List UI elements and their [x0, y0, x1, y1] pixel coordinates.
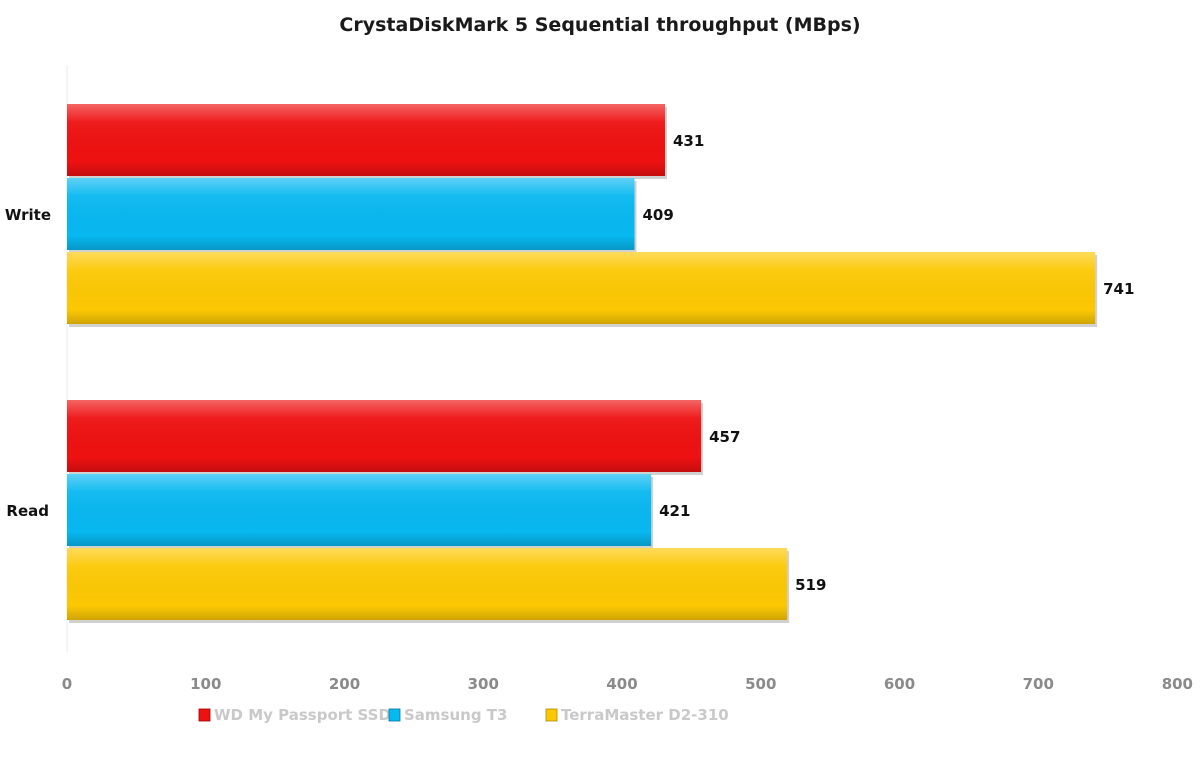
- x-tick-label-400: 400: [606, 675, 637, 693]
- data-label-write-terramaster-d2-310: 741: [1103, 280, 1134, 298]
- category-label-read: Read: [6, 502, 49, 520]
- bar-gloss-read-wd-my-passport-ssd: [67, 400, 702, 472]
- x-tick-label-0: 0: [62, 675, 72, 693]
- legend-item-wd-my-passport-ssd: WD My Passport SSD: [198, 706, 391, 724]
- x-tick-label-200: 200: [329, 675, 360, 693]
- data-label-write-wd-my-passport-ssd: 431: [673, 132, 704, 150]
- bar-gloss-read-terramaster-d2-310: [67, 548, 788, 620]
- category-labels: Write Read: [5, 206, 51, 520]
- data-label-read-terramaster-d2-310: 519: [795, 576, 826, 594]
- data-label-write-samsung-t3: 409: [642, 206, 673, 224]
- legend-label-terramaster-d2-310: TerraMaster D2-310: [561, 706, 729, 724]
- x-axis-tick-labels: 0 100 200 300 400 500 600 700 800: [62, 675, 1193, 693]
- data-labels-group: 431 409 741 457 421 519: [642, 132, 1134, 594]
- legend-label-samsung-t3: Samsung T3: [404, 706, 507, 724]
- x-tick-label-800: 800: [1162, 675, 1193, 693]
- bars-group: [67, 104, 1098, 623]
- legend-swatch-wd-my-passport-ssd: [198, 708, 211, 722]
- bar-gloss-write-wd-my-passport-ssd: [67, 104, 666, 176]
- legend-item-samsung-t3: Samsung T3: [388, 706, 507, 724]
- x-tick-label-700: 700: [1023, 675, 1054, 693]
- category-label-write: Write: [5, 206, 51, 224]
- bar-gloss-write-samsung-t3: [67, 178, 635, 250]
- x-tick-label-100: 100: [190, 675, 221, 693]
- x-tick-label-500: 500: [745, 675, 776, 693]
- legend: WD My Passport SSD Samsung T3 TerraMaste…: [198, 706, 729, 724]
- x-tick-label-600: 600: [884, 675, 915, 693]
- chart-title: CrystaDiskMark 5 Sequential throughput (…: [339, 14, 860, 36]
- legend-label-wd-my-passport-ssd: WD My Passport SSD: [214, 706, 391, 724]
- data-label-read-samsung-t3: 421: [659, 502, 690, 520]
- bar-gloss-read-samsung-t3: [67, 474, 652, 546]
- legend-swatch-samsung-t3: [388, 708, 401, 722]
- legend-swatch-terramaster-d2-310: [545, 708, 558, 722]
- x-tick-label-300: 300: [468, 675, 499, 693]
- bar-gloss-write-terramaster-d2-310: [67, 252, 1096, 324]
- data-label-read-wd-my-passport-ssd: 457: [709, 428, 740, 446]
- legend-item-terramaster-d2-310: TerraMaster D2-310: [545, 706, 729, 724]
